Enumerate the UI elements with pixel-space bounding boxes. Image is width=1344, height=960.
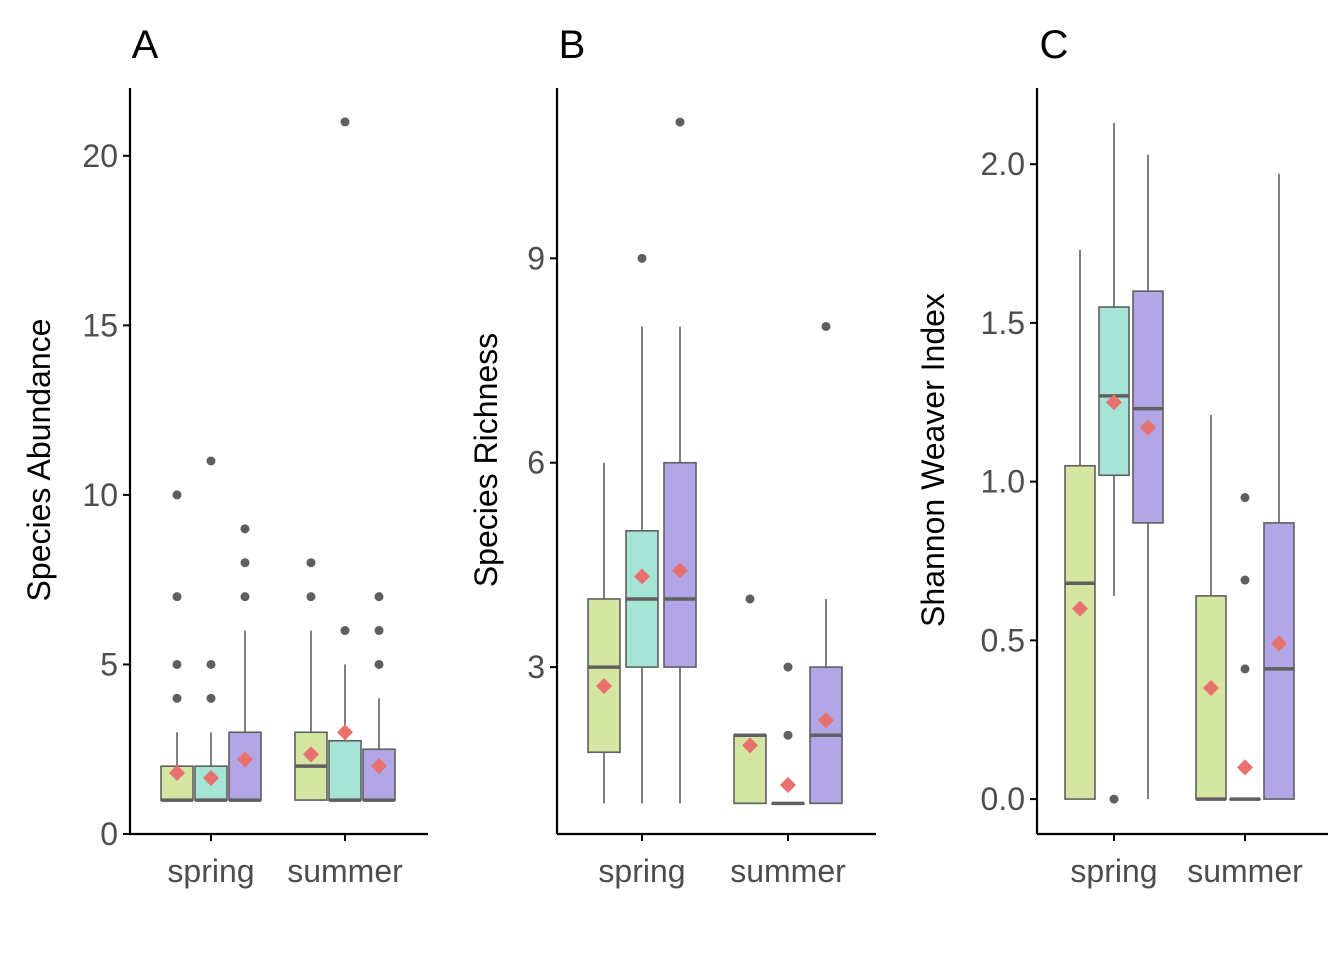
box-spring-3 bbox=[1132, 154, 1164, 800]
panel-label: C bbox=[1040, 23, 1069, 67]
box-spring-1 bbox=[1064, 249, 1096, 800]
mean-marker bbox=[1203, 679, 1219, 696]
y-tick-label: 2.0 bbox=[981, 146, 1025, 182]
panel-label: A bbox=[132, 23, 159, 67]
y-tick-label: 3 bbox=[527, 649, 545, 685]
mean-marker bbox=[1271, 635, 1287, 652]
outlier-point bbox=[172, 659, 182, 669]
outlier-point bbox=[637, 253, 647, 263]
mean-marker bbox=[672, 562, 688, 579]
outlier-point bbox=[783, 730, 793, 740]
box-rect bbox=[1263, 522, 1295, 800]
box-summer-1 bbox=[1195, 414, 1227, 801]
y-tick-label: 15 bbox=[82, 307, 118, 343]
box-spring-2 bbox=[625, 253, 659, 804]
y-tick-label: 1.0 bbox=[981, 464, 1025, 500]
box-spring-2 bbox=[1098, 122, 1130, 804]
outlier-point bbox=[374, 592, 384, 602]
y-tick-label: 1.5 bbox=[981, 305, 1025, 341]
box-rect bbox=[1064, 464, 1096, 800]
mean-marker bbox=[203, 770, 219, 787]
outlier-point bbox=[1240, 493, 1250, 503]
mean-marker bbox=[169, 764, 185, 781]
x-tick-label-spring: spring bbox=[598, 853, 685, 889]
box-spring-3 bbox=[228, 524, 262, 802]
box-rect bbox=[1195, 595, 1227, 800]
mean-marker bbox=[1106, 394, 1122, 411]
y-tick-label: 20 bbox=[82, 138, 118, 174]
y-tick-label: 0.0 bbox=[981, 781, 1025, 817]
y-axis-label: Species Abundance bbox=[21, 319, 57, 602]
box-rect bbox=[587, 598, 621, 754]
box-summer-1 bbox=[733, 594, 767, 805]
y-axis-label: Species Richness bbox=[468, 333, 504, 587]
outlier-point bbox=[1109, 794, 1119, 804]
mean-marker bbox=[818, 712, 834, 729]
mean-marker bbox=[1237, 759, 1253, 776]
box-summer-2 bbox=[328, 117, 362, 802]
box-spring-3 bbox=[663, 117, 697, 804]
mean-marker bbox=[1140, 419, 1156, 436]
box-rect bbox=[362, 748, 396, 801]
x-tick-label-summer: summer bbox=[287, 853, 403, 889]
x-tick-label-spring: spring bbox=[167, 853, 254, 889]
outlier-point bbox=[783, 662, 793, 672]
mean-marker bbox=[742, 737, 758, 754]
x-tick-label-summer: summer bbox=[730, 853, 846, 889]
box-summer-3 bbox=[1263, 173, 1295, 800]
outlier-point bbox=[306, 558, 316, 568]
y-tick-label: 5 bbox=[100, 646, 118, 682]
y-tick-label: 0.5 bbox=[981, 622, 1025, 658]
box-summer-3 bbox=[362, 592, 396, 802]
y-tick-label: 10 bbox=[82, 477, 118, 513]
outlier-point bbox=[1240, 664, 1250, 674]
box-summer-3 bbox=[809, 321, 843, 805]
y-tick-label: 0 bbox=[100, 816, 118, 852]
outlier-point bbox=[240, 558, 250, 568]
mean-marker bbox=[371, 758, 387, 775]
box-rect bbox=[328, 739, 362, 801]
panel-label: B bbox=[559, 23, 586, 67]
outlier-point bbox=[340, 626, 350, 636]
mean-marker bbox=[237, 751, 253, 768]
panel-c: C Shannon Weaver Index 0.0 0.5 1.0 1.5 2.0 spri… bbox=[915, 23, 1328, 889]
mean-marker bbox=[337, 724, 353, 741]
y-axis-label: Shannon Weaver Index bbox=[915, 293, 951, 627]
outlier-point bbox=[172, 693, 182, 703]
outlier-point bbox=[172, 490, 182, 500]
y-tick-label: 6 bbox=[527, 445, 545, 481]
box-spring-1 bbox=[160, 490, 194, 802]
box-summer-2 bbox=[1229, 493, 1261, 801]
box-rect bbox=[1098, 306, 1130, 477]
mean-marker bbox=[303, 746, 319, 763]
outlier-point bbox=[374, 659, 384, 669]
box-summer-2 bbox=[771, 662, 805, 806]
panel-a: A Species Abundance 0 5 10 15 20 spring summer bbox=[21, 23, 428, 889]
outlier-point bbox=[206, 693, 216, 703]
outlier-point bbox=[821, 321, 831, 331]
x-tick-label-spring: spring bbox=[1070, 853, 1157, 889]
outlier-point bbox=[240, 524, 250, 534]
outlier-point bbox=[206, 659, 216, 669]
outlier-point bbox=[240, 592, 250, 602]
outlier-point bbox=[172, 592, 182, 602]
outlier-point bbox=[675, 117, 685, 127]
outlier-point bbox=[1240, 575, 1250, 585]
outlier-point bbox=[374, 626, 384, 636]
y-tick-label: 9 bbox=[527, 240, 545, 276]
mean-marker bbox=[1072, 600, 1088, 617]
box-spring-1 bbox=[587, 462, 621, 804]
outlier-point bbox=[206, 456, 216, 466]
outlier-point bbox=[340, 117, 350, 127]
mean-marker bbox=[596, 678, 612, 695]
mean-marker bbox=[780, 776, 796, 793]
box-summer-1 bbox=[294, 558, 328, 801]
x-tick-label-summer: summer bbox=[1187, 853, 1303, 889]
box-spring-2 bbox=[194, 456, 228, 802]
mean-marker bbox=[634, 568, 650, 585]
panel-b: B Species Richness 3 6 9 spring summer bbox=[468, 23, 876, 889]
outlier-point bbox=[745, 594, 755, 604]
outlier-point bbox=[306, 592, 316, 602]
